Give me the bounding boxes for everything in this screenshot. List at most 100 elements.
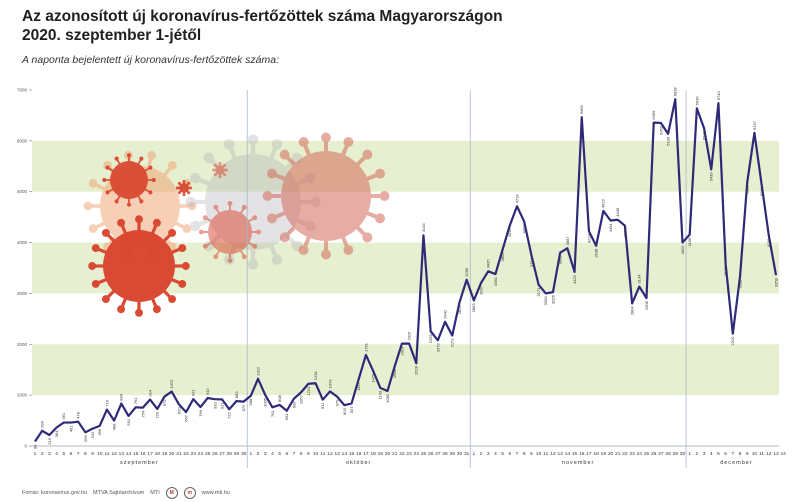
data-label: 4002 [680, 245, 685, 255]
x-tick-label: 26 [428, 451, 434, 457]
data-label: 5144 [759, 187, 764, 197]
data-label: 4143 [421, 223, 426, 233]
data-label: 269 [83, 435, 88, 442]
data-label: 6139 [665, 136, 670, 146]
data-label: 932 [291, 401, 296, 408]
data-label: 591 [126, 418, 131, 425]
data-label: 921 [191, 389, 196, 396]
x-tick-label: 3 [48, 451, 51, 457]
x-tick-label: 18 [155, 451, 161, 457]
x-tick-label: 5 [278, 451, 281, 457]
x-tick-label: 28 [442, 451, 448, 457]
data-label: 2442 [442, 309, 447, 319]
x-tick-label: 14 [565, 451, 571, 457]
data-label: 4449 [615, 207, 620, 217]
data-label: 3381 [493, 276, 498, 286]
data-label: 461 [61, 412, 66, 419]
data-label: 3754 [529, 257, 534, 267]
data-label: 6359 [651, 110, 656, 120]
x-tick-label: 19 [378, 451, 384, 457]
x-tick-label: 11 [759, 451, 764, 457]
coronavirus-illustration [83, 132, 390, 317]
x-tick-label: 22 [183, 451, 189, 457]
data-label: 2015 [407, 331, 412, 341]
x-tick-label: 12 [550, 451, 556, 457]
x-tick-label: 24 [414, 451, 420, 457]
data-label: 2823 [457, 305, 462, 315]
x-tick-label: 7 [77, 451, 80, 457]
x-tick-label: 10 [313, 451, 319, 457]
data-label: 754 [140, 410, 145, 417]
x-tick-label: 20 [608, 451, 614, 457]
x-tick-label: 13 [773, 451, 779, 457]
data-label: 4339 [507, 228, 512, 238]
data-label: 6465 [579, 105, 584, 115]
data-label: 1568 [392, 368, 397, 378]
x-tick-label: 3 [487, 451, 490, 457]
data-label: 2013 [399, 346, 404, 356]
x-tick-label: 9 [91, 451, 94, 457]
data-label: 1073 [327, 379, 332, 389]
data-label: 3802 [558, 255, 563, 265]
data-label: 3938 [594, 248, 599, 258]
mti-logo-icon: m [183, 487, 196, 499]
data-label: 3358 [773, 277, 778, 287]
x-tick-label: 10 [97, 451, 103, 457]
data-label: 834 [119, 393, 124, 400]
data-label: 1224 [306, 386, 311, 396]
x-tick-label: 15 [572, 451, 578, 457]
data-label: 364 [54, 430, 59, 437]
x-tick-label: 22 [622, 451, 628, 457]
x-tick-label: 29 [234, 451, 240, 457]
data-label: 3435 [486, 259, 491, 269]
data-label: 2863 [471, 303, 476, 313]
x-tick-label: 18 [593, 451, 599, 457]
x-tick-label: 12 [327, 451, 333, 457]
data-label: 1322 [255, 366, 260, 376]
x-tick-label: 21 [615, 451, 621, 457]
data-label: 1005 [263, 397, 268, 407]
data-label: 808 [277, 394, 282, 401]
x-tick-label: 22 [399, 451, 405, 457]
data-label: 299 [40, 420, 45, 427]
x-tick-label: 1 [34, 451, 37, 457]
data-label: 1479 [371, 373, 376, 383]
y-bands [32, 140, 779, 447]
data-label: 3864 [500, 252, 505, 262]
data-label: 341 [90, 431, 95, 438]
data-label: 667 [183, 414, 188, 421]
x-tick-label: 21 [176, 451, 182, 457]
x-tick-label: 23 [406, 451, 412, 457]
series-line [34, 98, 778, 443]
agency-text: MTI [150, 490, 160, 496]
x-axis: 1 2 3 4 5 6 7 8 9 10 11 12 13 14 15 16 17 18 19 20 21 22 23 24 2… [34, 451, 787, 466]
x-tick-label: 12 [111, 451, 117, 457]
data-label: 4413 [522, 224, 527, 234]
x-tick-label: 7 [293, 451, 296, 457]
x-tick-label: 2 [480, 451, 483, 457]
data-label: 920 [212, 401, 217, 408]
data-label: 761 [133, 397, 138, 404]
x-tick-label: 14 [781, 451, 787, 457]
virus-icon [176, 180, 192, 196]
x-tick-label: 11 [320, 451, 325, 457]
x-tick-label: 26 [651, 451, 657, 457]
x-tick-label: 21 [392, 451, 398, 457]
month-label: szeptember [120, 460, 159, 466]
x-tick-label: 4 [710, 451, 713, 457]
month-label: október [346, 460, 371, 466]
data-label: 820 [176, 407, 181, 414]
website-text: www.mti.hu [201, 490, 230, 496]
data-label: 3000 [543, 296, 548, 306]
x-tick-label: 29 [673, 451, 679, 457]
x-tick-label: 5 [62, 451, 65, 457]
data-label: 1628 [414, 365, 419, 375]
x-tick-label: 1 [249, 451, 252, 457]
x-tick-label: 4 [271, 451, 274, 457]
data-label: 396 [97, 428, 102, 435]
virus-icon [262, 132, 390, 260]
data-label: 4714 [514, 194, 519, 204]
x-tick-label: 27 [219, 451, 225, 457]
x-tick-label: 3 [703, 451, 706, 457]
